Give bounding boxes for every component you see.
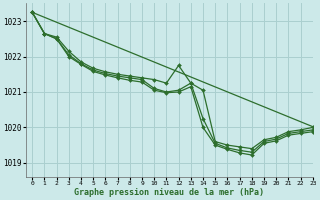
X-axis label: Graphe pression niveau de la mer (hPa): Graphe pression niveau de la mer (hPa) — [75, 188, 264, 197]
